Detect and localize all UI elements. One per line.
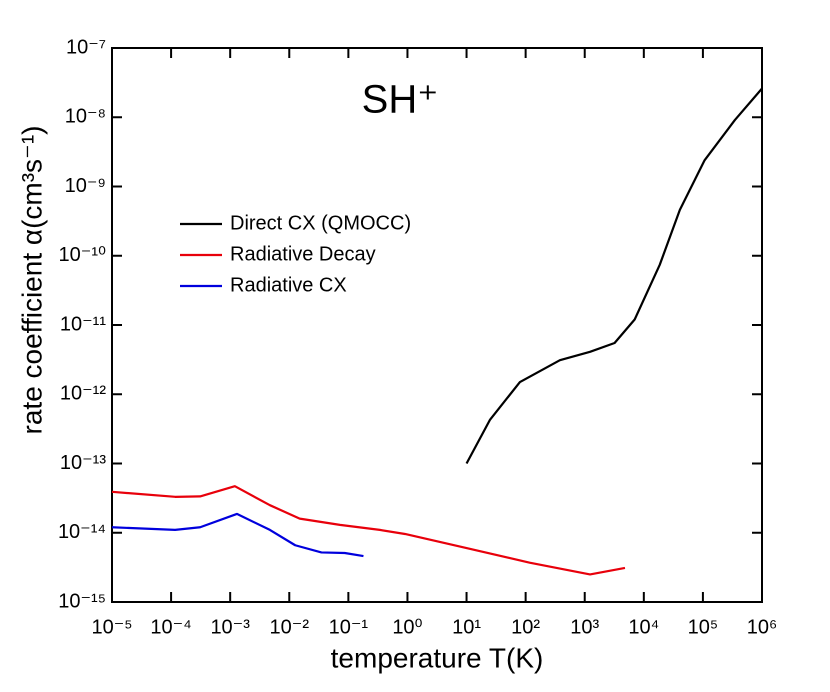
series-line (111, 512, 364, 558)
y-tick-label: 10⁻¹⁴ (58, 521, 106, 543)
y-tick-label: 10⁻⁷ (66, 36, 106, 58)
legend-label: Direct CX (QMOCC) (230, 212, 411, 234)
legend-label: Radiative Decay (230, 243, 376, 265)
legend-label: Radiative CX (230, 274, 347, 296)
x-tick-label: 10¹ (452, 616, 481, 638)
x-tick-label: 10⁰ (392, 616, 422, 638)
x-tick-label: 10⁶ (747, 616, 777, 638)
y-tick-label: 10⁻¹³ (60, 452, 106, 474)
x-tick-label: 10⁴ (628, 616, 659, 638)
plot-frame (111, 47, 763, 603)
x-tick-label: 10⁻⁴ (150, 616, 191, 638)
x-tick-label: 10³ (570, 616, 599, 638)
y-tick-label: 10⁻⁸ (65, 106, 106, 128)
series-line (111, 485, 626, 576)
y-tick-label: 10⁻¹¹ (60, 313, 106, 335)
x-tick-label: 10⁻² (270, 616, 310, 638)
series-line (465, 87, 763, 465)
x-tick-label: 10⁻⁵ (91, 616, 132, 638)
y-tick-label: 10⁻¹⁵ (58, 590, 106, 612)
x-tick-label: 10² (511, 616, 540, 638)
x-tick-label: 10⁻¹ (329, 616, 369, 638)
x-axis-label: temperature T(K) (331, 642, 544, 673)
y-tick-label: 10⁻¹⁰ (59, 244, 106, 266)
y-tick-label: 10⁻¹² (60, 383, 106, 405)
x-tick-label: 10⁵ (688, 616, 719, 638)
y-axis-label: rate coefficient α(cm³s⁻¹) (16, 126, 47, 435)
chart-title: SH⁺ (362, 78, 439, 122)
y-tick-label: 10⁻⁹ (65, 175, 106, 197)
x-tick-label: 10⁻³ (210, 616, 250, 638)
